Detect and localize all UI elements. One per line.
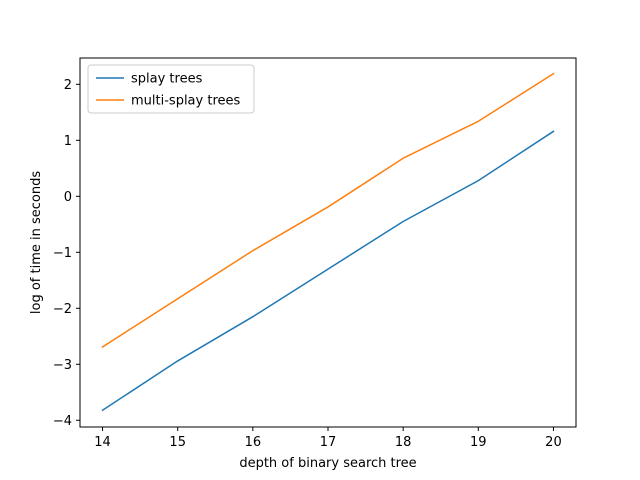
x-tick-label: 20	[545, 435, 562, 450]
legend: splay trees multi-splay trees	[87, 64, 255, 114]
x-axis-label: depth of binary search tree	[239, 456, 416, 471]
x-tick-label: 16	[245, 435, 262, 450]
x-axis-ticks: 14 15 16 17 18 19 20	[94, 427, 562, 450]
series-line-0	[101, 130, 555, 412]
x-tick-label: 19	[470, 435, 487, 450]
legend-box	[87, 64, 255, 114]
series-layer	[101, 72, 555, 412]
x-tick-label: 18	[395, 435, 412, 450]
y-tick-label: 1	[64, 134, 72, 149]
y-tick-label: −4	[53, 414, 72, 429]
x-tick-label: 15	[169, 435, 186, 450]
y-tick-label: 2	[64, 78, 72, 93]
series-line-1	[101, 72, 555, 348]
y-tick-label: 0	[64, 190, 72, 205]
y-tick-label: −3	[53, 358, 72, 373]
x-tick-label: 14	[94, 435, 111, 450]
y-axis-label: log of time in seconds	[29, 171, 44, 314]
legend-label-1: multi-splay trees	[131, 94, 240, 109]
y-axis-ticks: −4 −3 −2 −1 0 1 2	[53, 78, 80, 429]
x-tick-label: 17	[320, 435, 337, 450]
y-tick-label: −2	[53, 302, 72, 317]
legend-label-0: splay trees	[131, 72, 203, 87]
y-tick-label: −1	[53, 246, 72, 261]
